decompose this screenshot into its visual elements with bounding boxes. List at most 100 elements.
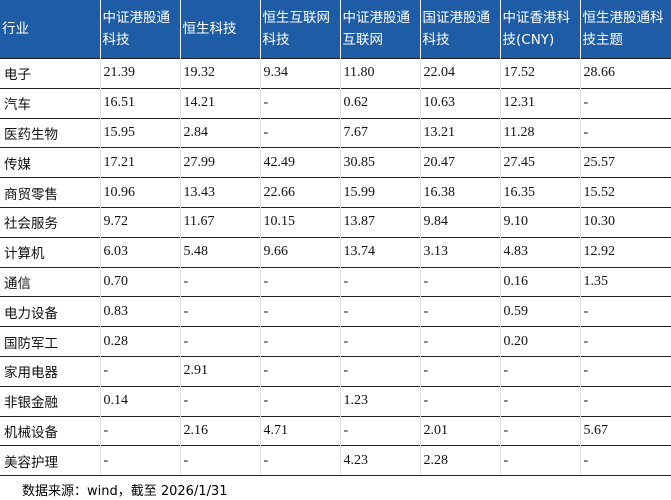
table-row: 通信 0.70- - - -0.16 1.35 <box>0 266 671 297</box>
value-cell: - <box>340 296 421 327</box>
table-row: 机械设备 -2.16 4.71-2.01-5.67 <box>0 415 671 446</box>
value-cell: - <box>340 266 421 297</box>
value-cell: 2.84 <box>180 117 261 148</box>
value-cell: - <box>340 415 421 446</box>
table-row: 汽车 16.51 14.21-0.62 10.63 12.31- <box>0 87 671 119</box>
value-cell: 10.96 <box>100 177 181 208</box>
value-cell: - <box>580 87 671 119</box>
value-cell: 0.59 <box>500 296 581 327</box>
industry-cell: 电力设备 <box>0 296 101 327</box>
table-row: 社会服务 9.72 11.67 10.15 13.87 9.84 9.10 10.30 <box>0 206 671 238</box>
value-cell: - <box>180 326 261 357</box>
value-cell: - <box>500 385 581 417</box>
value-cell: - <box>260 355 341 387</box>
industry-cell: 计算机 <box>0 236 101 268</box>
value-cell: 0.83 <box>100 296 181 327</box>
table-row: 非银金融 0.14- -1.23- - - <box>0 385 671 417</box>
value-cell: - <box>340 326 421 357</box>
value-cell: - <box>420 296 501 327</box>
value-cell: 13.43 <box>180 177 261 208</box>
table-row: 电子 21.39 19.32 9.34 11.80 22.04 17.52 28.66 <box>0 58 671 89</box>
value-cell: 17.52 <box>500 58 581 89</box>
value-cell: 2.16 <box>180 415 261 446</box>
value-cell: 30.85 <box>340 147 421 178</box>
value-cell: 16.51 <box>100 87 181 119</box>
value-cell: - <box>500 415 581 446</box>
value-cell: 2.91 <box>180 355 261 387</box>
industry-cell: 传媒 <box>0 147 101 178</box>
value-cell: 12.92 <box>580 236 671 268</box>
value-cell: 25.57 <box>580 147 671 178</box>
header-cell: 恒生互联网科技 <box>260 0 341 59</box>
industry-cell: 通信 <box>0 266 101 297</box>
value-cell: 19.32 <box>180 58 261 89</box>
value-cell: 20.47 <box>420 147 501 178</box>
value-cell: - <box>580 355 671 387</box>
value-cell: 42.49 <box>260 147 341 178</box>
header-cell: 中证香港科技(CNY) <box>500 0 581 59</box>
header-cell: 中证港股通科技 <box>100 0 181 59</box>
data-table: 行业 中证港股通科技 恒生科技 恒生互联网科技 中证港股通互联网 国证港股通科技 中证香港科… <box>0 0 671 477</box>
value-cell: 27.99 <box>180 147 261 178</box>
industry-cell: 机械设备 <box>0 415 101 446</box>
value-cell: 11.67 <box>180 206 261 238</box>
value-cell: 0.28 <box>100 326 181 357</box>
value-cell: 4.23 <box>340 445 421 477</box>
value-cell: 1.35 <box>580 266 671 297</box>
value-cell: 0.16 <box>500 266 581 297</box>
value-cell: 5.48 <box>180 236 261 268</box>
value-cell: - <box>420 385 501 417</box>
value-cell: - <box>580 117 671 148</box>
value-cell: 9.84 <box>420 206 501 238</box>
header-cell: 恒生科技 <box>180 0 261 59</box>
source-note: 数据来源：wind，截至 2026/1/31 <box>22 484 228 500</box>
value-cell: 0.62 <box>340 87 421 119</box>
value-cell: - <box>260 326 341 357</box>
value-cell: 10.15 <box>260 206 341 238</box>
value-cell: - <box>180 296 261 327</box>
value-cell: - <box>580 445 671 477</box>
header-cell: 国证港股通科技 <box>420 0 501 59</box>
value-cell: 3.13 <box>420 236 501 268</box>
value-cell: 16.35 <box>500 177 581 208</box>
table-row: 电力设备 0.83- - - -0.59- <box>0 296 671 327</box>
industry-cell: 美容护理 <box>0 445 101 477</box>
header-row: 行业 中证港股通科技 恒生科技 恒生互联网科技 中证港股通互联网 国证港股通科技 中证香港科… <box>0 0 671 59</box>
table-row: 传媒 17.21 27.99 42.49 30.85 20.47 27.45 25.57 <box>0 147 671 178</box>
value-cell: - <box>260 87 341 119</box>
value-cell: 16.38 <box>420 177 501 208</box>
value-cell: - <box>420 266 501 297</box>
value-cell: - <box>260 296 341 327</box>
value-cell: - <box>260 445 341 477</box>
value-cell: 13.21 <box>420 117 501 148</box>
industry-cell: 家用电器 <box>0 355 101 387</box>
value-cell: - <box>500 445 581 477</box>
value-cell: 15.52 <box>580 177 671 208</box>
header-cell: 中证港股通互联网 <box>340 0 421 59</box>
header-cell: 恒生港股通科技主题 <box>580 0 671 59</box>
industry-cell: 商贸零售 <box>0 177 101 208</box>
value-cell: - <box>100 445 181 477</box>
value-cell: - <box>500 355 581 387</box>
value-cell: 10.63 <box>420 87 501 119</box>
value-cell: - <box>260 266 341 297</box>
value-cell: 4.71 <box>260 415 341 446</box>
value-cell: 27.45 <box>500 147 581 178</box>
value-cell: 11.80 <box>340 58 421 89</box>
table-row: 美容护理 - - -4.23 2.28- - <box>0 445 671 477</box>
value-cell: 22.66 <box>260 177 341 208</box>
value-cell: 7.67 <box>340 117 421 148</box>
industry-cell: 非银金融 <box>0 385 101 417</box>
industry-cell: 汽车 <box>0 87 101 119</box>
value-cell: - <box>180 266 261 297</box>
value-cell: - <box>420 326 501 357</box>
value-cell: 9.72 <box>100 206 181 238</box>
value-cell: 10.30 <box>580 206 671 238</box>
table-body: 电子 21.39 19.32 9.34 11.80 22.04 17.52 28.66 汽车 16… <box>0 58 671 477</box>
table-row: 家用电器 -2.91- - - - - <box>0 355 671 387</box>
value-cell: 2.01 <box>420 415 501 446</box>
value-cell: 13.87 <box>340 206 421 238</box>
value-cell: 15.99 <box>340 177 421 208</box>
value-cell: 17.21 <box>100 147 181 178</box>
